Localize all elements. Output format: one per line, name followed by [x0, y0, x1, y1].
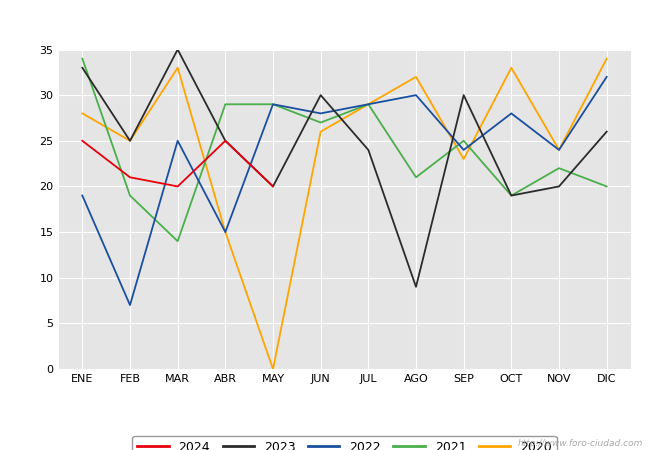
Text: http://www.foro-ciudad.com: http://www.foro-ciudad.com — [518, 439, 644, 448]
Text: Matriculaciones de Vehiculos en Canovelles: Matriculaciones de Vehiculos en Canovell… — [150, 13, 500, 28]
Legend: 2024, 2023, 2022, 2021, 2020: 2024, 2023, 2022, 2021, 2020 — [132, 436, 557, 450]
